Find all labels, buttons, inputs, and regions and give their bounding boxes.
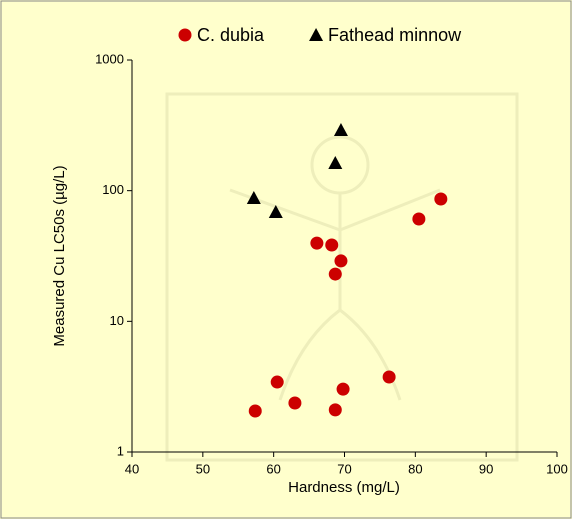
- watermark-figure: [229, 135, 441, 401]
- point: [270, 375, 284, 389]
- y-tick-label: 10: [110, 313, 124, 328]
- x-tick-label: 80: [408, 461, 422, 476]
- y-tick-label: 1: [117, 443, 124, 458]
- point: [248, 404, 262, 418]
- point: [412, 212, 426, 226]
- x-axis-title: Hardness (mg/L): [288, 479, 400, 496]
- point: [246, 190, 261, 204]
- point: [434, 192, 448, 206]
- x-tick-label: 40: [125, 461, 139, 476]
- legend-marker: [309, 28, 324, 41]
- legend-label: Fathead minnow: [328, 25, 462, 45]
- point: [336, 382, 350, 396]
- legend-marker: [178, 28, 192, 42]
- watermark-frame: [165, 92, 519, 462]
- y-tick-label: 1000: [95, 51, 124, 66]
- x-tick-label: 70: [337, 461, 351, 476]
- point: [382, 370, 396, 384]
- legend-label: C. dubia: [197, 25, 265, 45]
- point: [333, 123, 348, 137]
- x-tick-label: 90: [479, 461, 493, 476]
- x-tick-label: 100: [546, 461, 568, 476]
- point: [328, 403, 342, 417]
- y-tick-label: 100: [102, 182, 124, 197]
- point: [288, 396, 302, 410]
- point: [325, 238, 339, 252]
- point: [328, 155, 343, 169]
- point: [334, 254, 348, 268]
- x-tick-label: 50: [196, 461, 210, 476]
- point: [310, 236, 324, 250]
- x-tick-label: 60: [266, 461, 280, 476]
- y-axis-title: Measured Cu LC50s (µg/L): [51, 165, 68, 346]
- point: [328, 267, 342, 281]
- point: [268, 204, 283, 218]
